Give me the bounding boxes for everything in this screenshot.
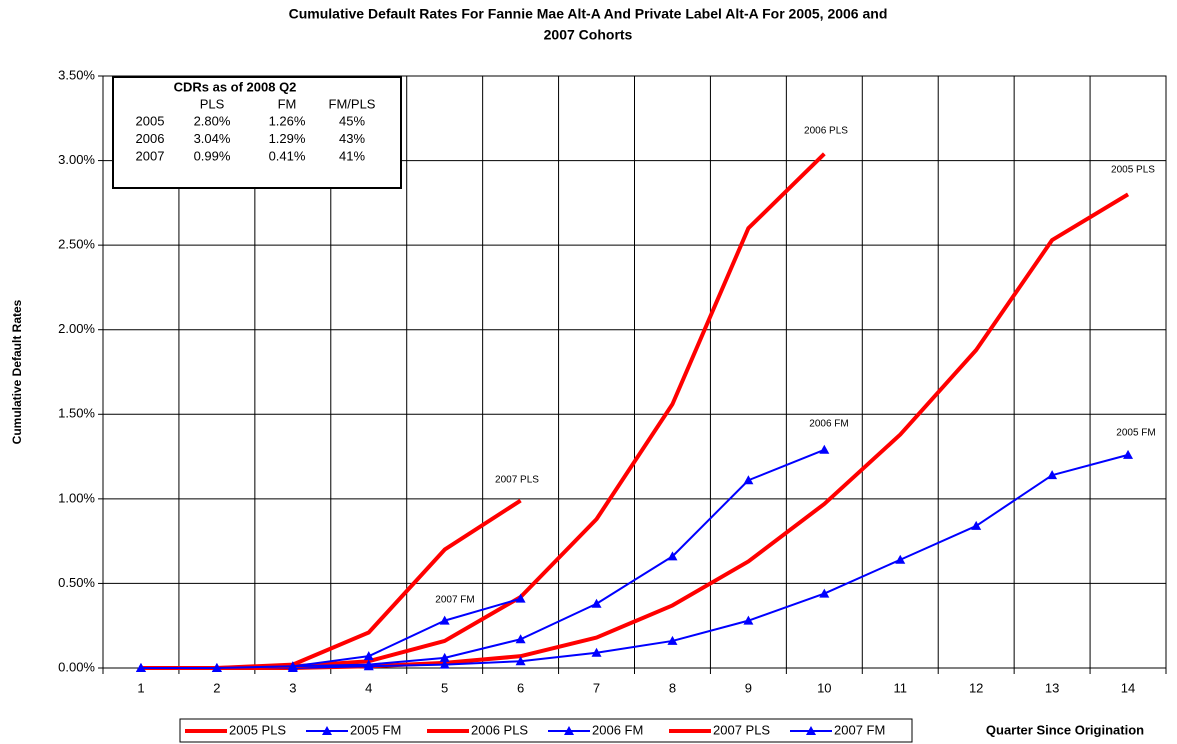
- y-tick-label: 2.50%: [58, 237, 95, 252]
- chart-title: Cumulative Default Rates For Fannie Mae …: [289, 6, 888, 22]
- x-tick-label: 1: [137, 680, 144, 695]
- legend-marker: [564, 726, 574, 735]
- inset-table-title: CDRs as of 2008 Q2: [174, 79, 297, 94]
- inset-table-cell: 0.41%: [269, 148, 306, 163]
- inset-table-cell: 2005: [136, 113, 165, 128]
- chart-title: 2007 Cohorts: [544, 27, 633, 43]
- legend-label: 2007 PLS: [713, 722, 770, 737]
- x-tick-label: 2: [213, 680, 220, 695]
- point-marker: [971, 520, 982, 530]
- point-marker: [515, 634, 526, 644]
- inset-table-header: PLS: [200, 96, 225, 111]
- legend-label: 2006 FM: [592, 722, 643, 737]
- point-marker: [363, 659, 374, 669]
- x-tick-label: 12: [969, 680, 983, 695]
- x-axis-label: Quarter Since Origination: [986, 722, 1144, 737]
- y-tick-label: 0.50%: [58, 575, 95, 590]
- inset-table-box: [112, 76, 402, 189]
- legend-box: [179, 718, 913, 743]
- point-marker: [667, 635, 678, 645]
- point-marker: [211, 663, 222, 672]
- legend-marker: [322, 726, 332, 735]
- x-tick-label: 8: [669, 680, 676, 695]
- inset-table-cell: 1.29%: [269, 131, 306, 146]
- point-marker: [439, 652, 450, 662]
- annotation: 2006 PLS: [804, 126, 848, 137]
- inset-table-header: FM/PLS: [329, 96, 376, 111]
- annotation: 2007 FM: [435, 595, 474, 606]
- point-marker: [135, 663, 146, 672]
- point-marker: [1123, 449, 1134, 459]
- x-tick-label: 6: [517, 680, 524, 695]
- x-tick-label: 4: [365, 680, 372, 695]
- inset-table-cell: 0.99%: [194, 148, 231, 163]
- point-marker: [287, 661, 298, 671]
- inset-table-cell: 2007: [136, 148, 165, 163]
- x-tick-label: 10: [817, 680, 831, 695]
- legend-label: 2005 FM: [350, 722, 401, 737]
- y-tick-label: 1.00%: [58, 490, 95, 505]
- legend-label: 2007 FM: [834, 722, 885, 737]
- y-tick-label: 1.50%: [58, 406, 95, 421]
- annotation: 2007 PLS: [495, 475, 539, 486]
- point-marker: [439, 659, 450, 669]
- legend-label: 2006 PLS: [471, 722, 528, 737]
- point-marker: [515, 593, 526, 603]
- inset-table-cell: 2.80%: [194, 113, 231, 128]
- inset-table-cell: 41%: [339, 148, 365, 163]
- inset-table-cell: 2006: [136, 131, 165, 146]
- point-marker: [515, 656, 526, 666]
- inset-table-cell: 1.26%: [269, 113, 306, 128]
- point-marker: [667, 551, 678, 561]
- x-tick-label: 11: [894, 680, 908, 695]
- inset-table-cell: 45%: [339, 113, 365, 128]
- point-marker: [743, 475, 754, 485]
- inset-table-header: FM: [278, 96, 297, 111]
- series-line: [140, 597, 521, 669]
- point-marker: [591, 647, 602, 657]
- point-marker: [439, 615, 450, 625]
- point-marker: [895, 554, 906, 564]
- point-marker: [819, 588, 830, 598]
- inset-table-cell: 3.04%: [194, 131, 231, 146]
- inset-table-cell: 43%: [339, 131, 365, 146]
- x-tick-label: 5: [441, 680, 448, 695]
- point-marker: [363, 651, 374, 661]
- y-tick-label: 3.50%: [58, 67, 95, 82]
- y-axis-label: Cumulative Default Rates: [10, 299, 24, 444]
- x-tick-label: 3: [289, 680, 296, 695]
- x-tick-label: 13: [1045, 680, 1059, 695]
- annotation: 2005 FM: [1116, 428, 1155, 439]
- y-tick-label: 2.00%: [58, 321, 95, 336]
- x-tick-label: 9: [745, 680, 752, 695]
- annotation: 2005 PLS: [1111, 165, 1155, 176]
- point-marker: [1047, 470, 1058, 480]
- y-tick-label: 0.00%: [58, 659, 95, 674]
- point-marker: [819, 444, 830, 454]
- y-tick-label: 3.00%: [58, 152, 95, 167]
- annotation: 2006 FM: [809, 419, 848, 430]
- legend-marker: [806, 726, 816, 735]
- x-tick-label: 7: [593, 680, 600, 695]
- legend-label: 2005 PLS: [229, 722, 286, 737]
- x-tick-label: 14: [1121, 680, 1135, 695]
- series-line: [140, 453, 1129, 669]
- point-marker: [743, 615, 754, 625]
- point-marker: [591, 598, 602, 608]
